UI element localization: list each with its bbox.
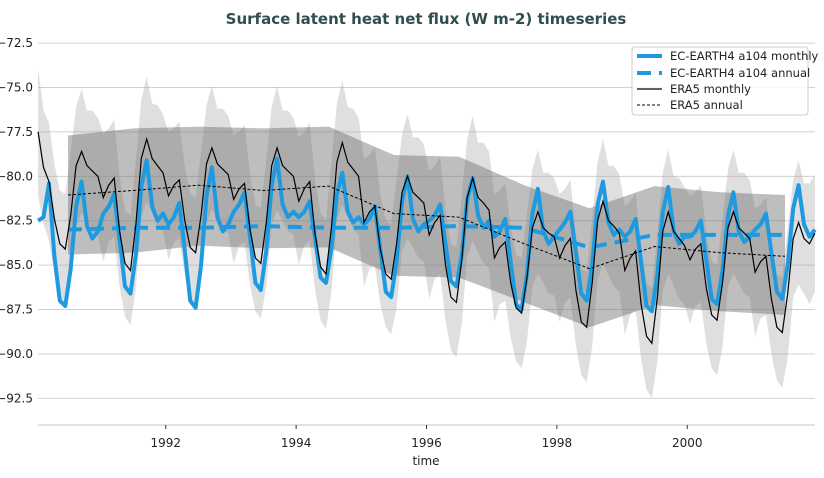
uncertainty-bands [38, 68, 815, 399]
x-tick-label: 1994 [281, 436, 312, 450]
x-tick-label: 1992 [150, 436, 181, 450]
y-tick-label: −87.5 [0, 303, 33, 317]
y-tick-label: −92.5 [0, 391, 33, 405]
legend-label-era5-monthly: ERA5 monthly [670, 82, 751, 96]
y-tick-label: −85.0 [0, 258, 33, 272]
ec-earth4-annual-line [67, 224, 785, 250]
era5-monthly-line [37, 131, 816, 345]
y-tick-label: −75.0 [0, 81, 33, 95]
era5-monthly-spread-band [38, 68, 815, 399]
x-tick-label: 1998 [542, 436, 573, 450]
x-axis-label: time [412, 454, 439, 468]
legend-label-ec-monthly: EC-EARTH4 a104 monthly [670, 49, 819, 63]
legend-box [631, 46, 809, 116]
x-tick-label: 1996 [411, 436, 442, 450]
y-tick-label: −77.5 [0, 125, 33, 139]
x-tick-label: 2000 [672, 436, 703, 450]
legend: EC-EARTH4 a104 monthly EC-EARTH4 a104 an… [631, 46, 819, 116]
axes: −72.5 −75.0 −77.5 −80.0 −82.5 −85.0 −87.5 −90.0… [0, 36, 815, 450]
series-lines [37, 131, 817, 345]
y-tick-label: −72.5 [0, 36, 33, 50]
chart-title: Surface latent heat net flux (W m-2) tim… [226, 10, 627, 28]
y-tick-label: −80.0 [0, 169, 33, 183]
era5-annual-line [67, 184, 786, 270]
y-tick-label: −82.5 [0, 214, 33, 228]
legend-label-era5-annual: ERA5 annual [670, 98, 743, 112]
legend-label-ec-annual: EC-EARTH4 a104 annual [670, 66, 810, 80]
y-tick-label: −90.0 [0, 347, 33, 361]
